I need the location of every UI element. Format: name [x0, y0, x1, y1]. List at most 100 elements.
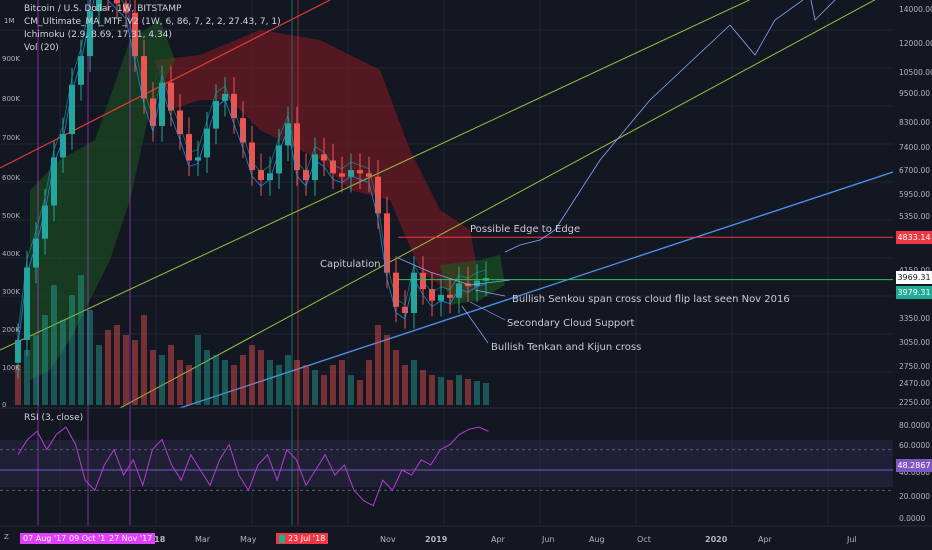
candle-body	[276, 145, 282, 174]
candle-body	[339, 173, 345, 177]
indicator-ma[interactable]: CM_Ultimate_MA_MTF_V2 (1W, 6, 86, 7, 2, …	[24, 17, 281, 27]
volume-bar	[195, 335, 201, 405]
price-axis-label: 10500.00	[899, 68, 932, 77]
candle-body	[249, 142, 255, 171]
candle-body	[393, 272, 399, 307]
volume-bar	[42, 315, 48, 405]
time-marker[interactable]: 23 Jul '18	[276, 533, 329, 544]
price-axis-label: 14000.00	[899, 5, 932, 14]
annotation-edge: Possible Edge to Edge	[470, 224, 580, 235]
volume-bar	[447, 380, 453, 405]
indicator-volume[interactable]: Vol (20)	[24, 43, 59, 53]
candle-body	[15, 339, 21, 363]
volume-bar	[312, 370, 318, 405]
volume-bar	[123, 335, 129, 405]
volume-bar	[78, 275, 84, 405]
volume-axis-label: 700K	[2, 134, 20, 142]
volume-bar	[384, 335, 390, 405]
time-axis-label: Mar	[195, 535, 211, 544]
volume-bar	[330, 365, 336, 405]
candle-body	[96, 0, 102, 12]
time-marker[interactable]: 27 Nov '17	[106, 533, 156, 544]
volume-bar	[294, 360, 300, 405]
candle-body	[474, 280, 480, 287]
indicator-ichimoku[interactable]: Ichimoku (2.9, 8.69, 17.31, 4.34)	[24, 30, 172, 40]
kijun-line	[17, 0, 487, 333]
candle-body	[132, 12, 138, 57]
candle-body	[159, 82, 165, 126]
annotation-capitulation: Capitulation	[320, 259, 381, 270]
time-axis-label: Apr	[491, 535, 506, 544]
candle-body	[177, 110, 183, 135]
price-tag-value: 4833.14	[897, 233, 931, 242]
volume-axis-label: 800K	[2, 95, 20, 103]
volume-bar	[402, 365, 408, 405]
candle-body	[33, 238, 39, 268]
volume-bar	[240, 355, 246, 405]
volume-bar	[231, 365, 237, 405]
volume-bar	[456, 375, 462, 405]
volume-bar	[222, 360, 228, 405]
candle-body	[195, 157, 201, 161]
volume-bar	[411, 360, 417, 405]
volume-axis-label: 900K	[2, 55, 20, 63]
volume-bar	[249, 345, 255, 405]
candle-body	[60, 134, 66, 158]
time-marker[interactable]: 07 Aug '17	[20, 533, 70, 544]
interval-label[interactable]: 1M	[4, 17, 15, 25]
volume-bar	[267, 360, 273, 405]
rsi-axis-label: 60.0000	[899, 441, 930, 450]
candle-body	[312, 154, 318, 181]
volume-bar	[60, 320, 66, 405]
annotation-pointer	[469, 301, 506, 321]
candle-body	[321, 154, 327, 161]
annotation-senkou: Bullish Senkou span cross cloud flip las…	[512, 294, 790, 305]
volume-bar	[105, 330, 111, 405]
price-axis-label: 4150.00	[899, 266, 930, 275]
price-axis-label: 5950.00	[899, 190, 930, 199]
volume-bar	[348, 375, 354, 405]
volume-bar	[420, 370, 426, 405]
time-marker[interactable]: 09 Oct '17	[66, 533, 114, 544]
volume-bar	[87, 310, 93, 405]
zoom-icon[interactable]: Z	[4, 533, 9, 541]
volume-bar	[465, 379, 471, 405]
candle-body	[168, 82, 174, 111]
marker-flag-icon	[279, 534, 285, 543]
indicator-rsi[interactable]: RSI (3, close)	[24, 413, 84, 423]
candle-body	[240, 118, 246, 143]
price-axis-label: 8300.00	[899, 118, 930, 127]
projection-path	[729, 0, 836, 56]
price-axis-label: 9500.00	[899, 89, 930, 98]
volume-bar	[24, 350, 30, 405]
candle-body	[303, 170, 309, 181]
rsi-value-tag: 48.2867	[896, 459, 932, 472]
time-axis-label: May	[240, 535, 257, 544]
rsi-axis-label: 80.0000	[899, 421, 930, 430]
annotation-pointer	[474, 289, 506, 297]
annotation-cloud-support: Secondary Cloud Support	[507, 318, 634, 329]
time-axis-label: 2019	[425, 535, 448, 544]
time-axis-label: Jul	[846, 535, 857, 544]
volume-axis-label: 0	[2, 401, 7, 409]
tenkan-line	[17, 0, 487, 347]
candle-body	[357, 170, 363, 174]
annotation-tk-cross: Bullish Tenkan and Kijun cross	[491, 342, 641, 353]
candle-body	[123, 3, 129, 13]
candle-body	[42, 205, 48, 239]
price-axis-label: 5350.00	[899, 212, 930, 221]
time-axis-label: Aug	[589, 535, 605, 544]
time-axis-label: Nov	[380, 535, 396, 544]
volume-bar	[276, 365, 282, 405]
candle-body	[456, 283, 462, 298]
projection-path	[504, 24, 731, 253]
volume-bar	[357, 380, 363, 405]
price-axis-label: 2750.00	[899, 362, 930, 371]
rsi-tag-value: 48.2867	[897, 461, 931, 470]
candle-body	[384, 213, 390, 273]
volume-bar	[474, 381, 480, 405]
price-axis-label: 12000.00	[899, 39, 932, 48]
candle-body	[267, 173, 273, 181]
